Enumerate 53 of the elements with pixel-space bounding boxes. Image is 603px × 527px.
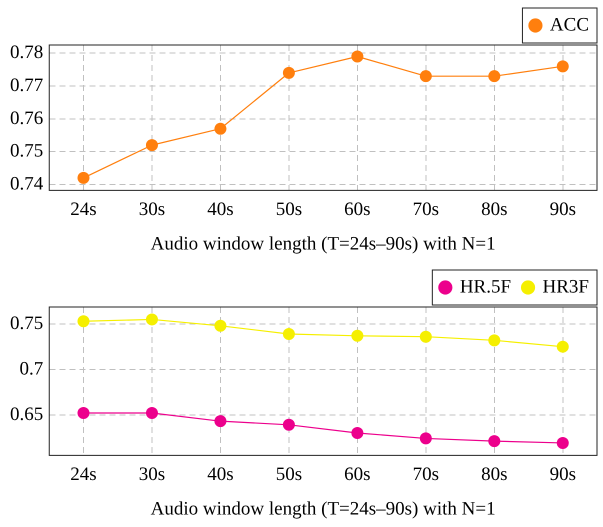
x-tick-label: 70s — [412, 198, 440, 220]
x-tick-label: 90s — [550, 198, 576, 220]
y-tick-label: 0.65 — [10, 404, 44, 425]
point — [77, 406, 90, 419]
point — [351, 330, 364, 342]
point — [146, 139, 158, 152]
point — [77, 172, 90, 184]
point — [488, 70, 500, 82]
point — [420, 330, 432, 343]
point — [556, 340, 569, 353]
x-tick-label: 50s — [276, 198, 302, 220]
point — [282, 66, 295, 79]
legend-label: ACC — [550, 14, 590, 36]
point — [556, 436, 569, 449]
x-tick-label: 30s — [138, 198, 166, 220]
point — [282, 418, 295, 431]
x-tick-label: 60s — [344, 464, 371, 485]
x-tick-label: 90s — [550, 464, 576, 485]
point — [146, 313, 158, 326]
x-axis-title: Audio window length (T=24s–90s) with N=1 — [150, 234, 496, 255]
x-axis-title: Audio window length (T=24s–90s) with N=1 — [150, 498, 496, 520]
x-tick-label: 80s — [481, 464, 508, 485]
point — [214, 320, 226, 332]
point — [351, 426, 364, 439]
point — [351, 50, 364, 62]
point — [214, 122, 226, 135]
x-tick-label: 24s — [70, 198, 97, 220]
y-tick-label: 0.77 — [10, 75, 44, 96]
x-tick-label: 40s — [207, 198, 234, 220]
x-tick-label: 80s — [481, 198, 508, 220]
x-tick-label: 70s — [412, 464, 440, 485]
point — [488, 435, 500, 448]
legend-label: HR.5F — [460, 276, 512, 298]
x-tick-label: 24s — [70, 464, 97, 485]
point — [488, 334, 500, 346]
x-tick-label: 60s — [344, 198, 371, 220]
x-tick-label: 40s — [207, 464, 234, 485]
point — [556, 60, 569, 72]
y-tick-label: 0.75 — [10, 140, 44, 162]
legend-label: HR3F — [542, 276, 590, 298]
y-tick-label: 0.78 — [10, 42, 44, 64]
y-tick-label: 0.74 — [10, 173, 44, 194]
point — [282, 328, 295, 340]
point — [214, 415, 226, 428]
point — [77, 315, 90, 328]
y-tick-label: 0.76 — [10, 108, 44, 129]
y-tick-label: 0.75 — [10, 312, 44, 334]
point — [420, 432, 432, 444]
point — [146, 406, 158, 419]
point — [420, 70, 432, 82]
y-tick-label: 0.7 — [20, 358, 44, 380]
x-tick-label: 30s — [138, 464, 166, 485]
x-tick-label: 50s — [276, 464, 302, 485]
